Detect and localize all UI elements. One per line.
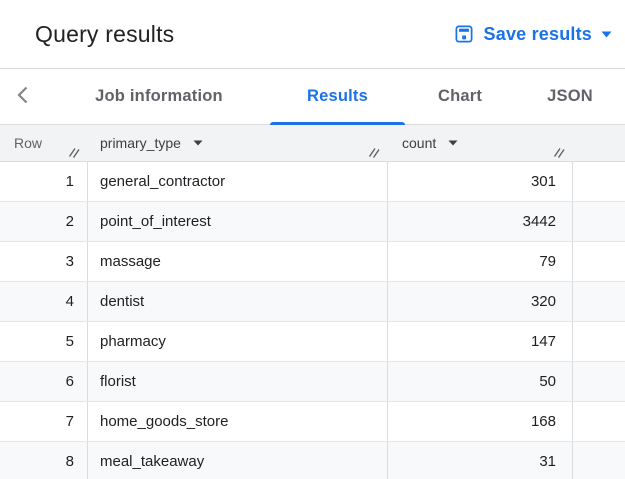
column-label-row: Row	[14, 135, 43, 151]
tab-json[interactable]: JSON	[515, 69, 625, 124]
column-header-primary-type: primary_type	[88, 125, 388, 161]
primary-type-cell: general_contractor	[88, 162, 388, 201]
table-row: 1 general_contractor 301	[0, 162, 625, 202]
column-label-count: count	[402, 135, 437, 151]
column-menu-caret-icon[interactable]	[191, 138, 205, 148]
tab-scroll-left-button[interactable]	[0, 69, 44, 124]
tab-job-information[interactable]: Job information	[64, 69, 254, 124]
tab-chart[interactable]: Chart	[405, 69, 515, 124]
table-row: 4 dentist 320	[0, 282, 625, 322]
filler-cell	[573, 242, 625, 281]
count-cell: 50	[388, 362, 573, 401]
row-number-cell: 8	[0, 442, 88, 479]
column-menu-caret-icon[interactable]	[446, 138, 460, 148]
chevron-down-icon	[601, 31, 612, 38]
tab-results[interactable]: Results	[270, 69, 405, 125]
table-body: 1 general_contractor 301 2 point_of_inte…	[0, 162, 625, 479]
filler-cell	[573, 322, 625, 361]
count-cell: 168	[388, 402, 573, 441]
primary-type-cell: point_of_interest	[88, 202, 388, 241]
table-row: 8 meal_takeaway 31	[0, 442, 625, 479]
count-cell: 79	[388, 242, 573, 281]
primary-type-cell: home_goods_store	[88, 402, 388, 441]
filler-cell	[573, 202, 625, 241]
table-row: 7 home_goods_store 168	[0, 402, 625, 442]
primary-type-cell: meal_takeaway	[88, 442, 388, 479]
filler-cell	[573, 162, 625, 201]
column-header-filler	[573, 125, 625, 161]
row-number-cell: 3	[0, 242, 88, 281]
chevron-left-icon	[16, 86, 28, 107]
table-row: 5 pharmacy 147	[0, 322, 625, 362]
count-cell: 301	[388, 162, 573, 201]
row-number-cell: 1	[0, 162, 88, 201]
column-header-count: count	[388, 125, 573, 161]
page-title: Query results	[35, 20, 175, 47]
row-number-cell: 7	[0, 402, 88, 441]
primary-type-cell: pharmacy	[88, 322, 388, 361]
panel-header: Query results Save results	[0, 0, 625, 68]
count-cell: 320	[388, 282, 573, 321]
column-label-primary-type: primary_type	[100, 135, 181, 151]
tab-bar: Job information Results Chart JSON	[0, 68, 625, 125]
row-number-cell: 2	[0, 202, 88, 241]
filler-cell	[573, 282, 625, 321]
filler-cell	[573, 442, 625, 479]
save-results-label: Save results	[483, 23, 592, 44]
filler-cell	[573, 362, 625, 401]
table-row: 2 point_of_interest 3442	[0, 202, 625, 242]
count-cell: 31	[388, 442, 573, 479]
table-row: 6 florist 50	[0, 362, 625, 402]
table-row: 3 massage 79	[0, 242, 625, 282]
primary-type-cell: dentist	[88, 282, 388, 321]
row-number-cell: 6	[0, 362, 88, 401]
primary-type-cell: florist	[88, 362, 388, 401]
column-resize-handle[interactable]	[553, 146, 566, 158]
column-resize-handle[interactable]	[68, 146, 81, 158]
save-icon	[453, 23, 475, 45]
column-resize-handle[interactable]	[368, 146, 381, 158]
table-header: Row primary_type count	[0, 125, 625, 162]
filler-cell	[573, 402, 625, 441]
count-cell: 147	[388, 322, 573, 361]
primary-type-cell: massage	[88, 242, 388, 281]
row-number-cell: 4	[0, 282, 88, 321]
count-cell: 3442	[388, 202, 573, 241]
save-results-button[interactable]: Save results	[451, 19, 614, 49]
column-header-row: Row	[0, 125, 88, 161]
row-number-cell: 5	[0, 322, 88, 361]
